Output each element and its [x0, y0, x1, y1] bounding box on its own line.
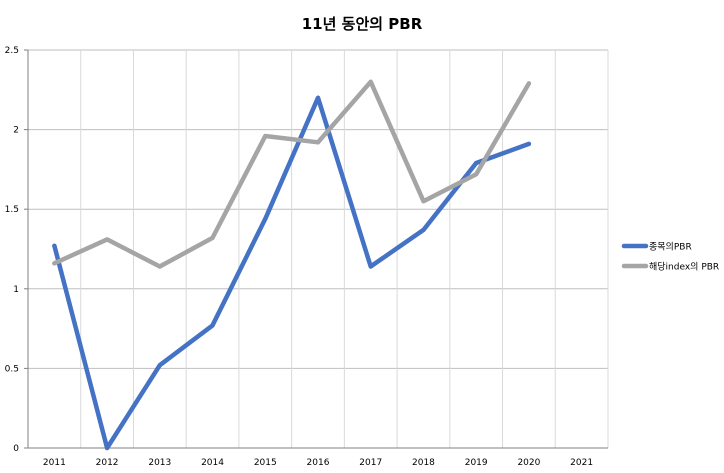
data-point: [526, 141, 531, 146]
data-point: [263, 216, 268, 221]
x-tick-label: 2014: [201, 458, 224, 468]
data-point: [474, 172, 479, 177]
data-point: [157, 264, 162, 269]
x-tick-label: 2016: [307, 458, 330, 468]
data-point: [210, 235, 215, 240]
data-point: [474, 161, 479, 166]
y-tick-label: 2: [13, 126, 19, 136]
data-point: [368, 264, 373, 269]
y-tick-label: 2.5: [5, 46, 19, 56]
data-point: [421, 199, 426, 204]
x-tick-label: 2012: [96, 458, 119, 468]
x-tick-label: 2015: [254, 458, 277, 468]
data-point: [316, 95, 320, 100]
data-point: [263, 133, 268, 138]
x-tick-label: 2020: [517, 458, 540, 468]
y-tick-label: 1.5: [5, 205, 19, 215]
x-tick-label: 2018: [412, 458, 435, 468]
data-point: [105, 237, 110, 242]
data-point: [105, 446, 110, 450]
legend-label: 해당index의 PBR: [649, 262, 719, 273]
x-tick-label: 2017: [359, 458, 382, 468]
data-point: [368, 79, 373, 84]
series-lines: [52, 79, 532, 451]
gridlines: [27, 49, 609, 449]
data-point: [210, 323, 215, 328]
legend-label: 종목의PBR: [649, 242, 692, 253]
series-line-1: [52, 95, 532, 451]
data-point: [316, 140, 320, 145]
data-point: [421, 227, 426, 232]
legend: 종목의PBR 해당index의 PBR: [621, 242, 719, 273]
chart-title: 11년 동안의 PBR: [302, 15, 423, 33]
data-point: [526, 81, 531, 86]
y-tick-label: 1: [13, 285, 19, 295]
data-point: [52, 261, 57, 266]
data-point: [157, 363, 162, 368]
y-tick-label: 0: [13, 444, 19, 454]
y-tick-label: 0.5: [5, 364, 19, 374]
x-tick-label: 2019: [465, 458, 488, 468]
x-tick-label: 2011: [43, 458, 66, 468]
x-tick-label: 2021: [570, 458, 593, 468]
axes: 0 0.5 1 1.5 2 2.5 2011 2012 2013 2014 2015 2016 2017…: [5, 46, 608, 468]
data-point: [52, 243, 57, 248]
series-line-2: [52, 79, 532, 269]
x-tick-label: 2013: [148, 458, 171, 468]
